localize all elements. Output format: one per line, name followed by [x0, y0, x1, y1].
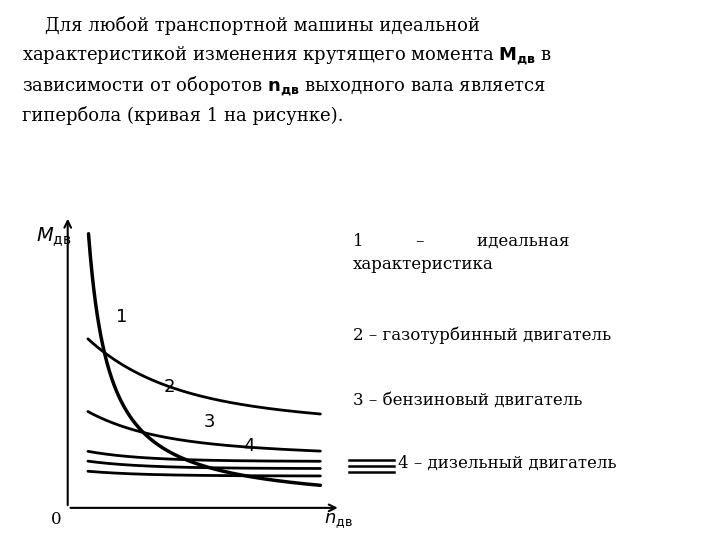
Text: $n_{\mathrm{дв}}$: $n_{\mathrm{дв}}$ [323, 511, 352, 530]
Text: 0: 0 [51, 511, 62, 528]
Text: Для любой транспортной машины идеальной
характеристикой изменения крутящего моме: Для любой транспортной машины идеальной … [22, 16, 552, 125]
Text: $M_{\mathrm{дв}}$: $M_{\mathrm{дв}}$ [36, 226, 71, 248]
Text: $2$: $2$ [163, 379, 175, 396]
Text: $1$: $1$ [115, 308, 127, 326]
Text: $3$: $3$ [203, 413, 215, 431]
Text: 3 – бензиновый двигатель: 3 – бензиновый двигатель [353, 392, 582, 409]
Text: 4 – дизельный двигатель: 4 – дизельный двигатель [398, 455, 616, 472]
Text: 1          –          идеальная
характеристика: 1 – идеальная характеристика [353, 233, 570, 273]
Text: 2 – газотурбинный двигатель: 2 – газотурбинный двигатель [353, 327, 611, 344]
Text: $4$: $4$ [243, 437, 256, 455]
